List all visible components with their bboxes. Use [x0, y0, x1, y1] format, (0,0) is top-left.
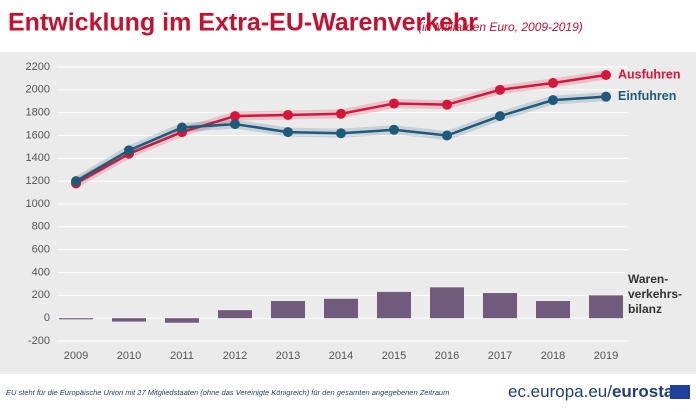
- bar: [589, 295, 623, 319]
- point: [230, 111, 240, 122]
- bar: [59, 318, 93, 320]
- point: [495, 84, 505, 95]
- bar: [483, 293, 517, 319]
- legend-label: Einfuhren: [618, 89, 676, 103]
- source-brand: eurostat: [612, 382, 679, 401]
- y-tick-label: 1600: [26, 129, 50, 141]
- x-tick-label: 2018: [541, 350, 565, 362]
- y-tick-label: 1800: [26, 107, 50, 119]
- point: [230, 119, 240, 130]
- x-tick-label: 2019: [594, 350, 618, 362]
- x-tick-label: 2017: [488, 350, 512, 362]
- point: [124, 145, 134, 156]
- x-tick-label: 2015: [382, 350, 406, 362]
- bar: [271, 301, 305, 319]
- point: [283, 109, 293, 120]
- y-tick-label: 400: [32, 266, 50, 278]
- legend-line: Waren-: [628, 272, 668, 286]
- point: [548, 95, 558, 106]
- eu-flag: [670, 385, 690, 399]
- y-tick-label: 600: [32, 244, 50, 256]
- y-tick-label: -200: [28, 335, 50, 347]
- point: [177, 122, 187, 133]
- chart-title: Entwicklung im Extra-EU-Warenverkehr: [8, 9, 478, 37]
- point: [336, 108, 346, 119]
- point: [389, 124, 399, 135]
- x-tick-label: 2013: [276, 350, 300, 362]
- source-domain: ec.europa.eu/: [508, 382, 612, 401]
- footnote: EU steht für die Europäische Union mit 2…: [6, 388, 449, 397]
- point: [336, 128, 346, 139]
- bar: [165, 318, 199, 323]
- legend-line: verkehrs-: [628, 287, 682, 301]
- point: [601, 91, 611, 102]
- legend-line: bilanz: [628, 302, 662, 316]
- y-tick-label: 2000: [26, 84, 50, 96]
- x-tick-label: 2016: [435, 350, 459, 362]
- y-tick-label: 800: [32, 221, 50, 233]
- source: ec.europa.eu/eurostat: [508, 382, 679, 401]
- point: [389, 98, 399, 109]
- y-tick-label: 1200: [26, 175, 50, 187]
- y-tick-label: 1400: [26, 152, 50, 164]
- x-tick-label: 2014: [329, 350, 353, 362]
- y-tick-label: 1000: [26, 198, 50, 210]
- bar: [430, 287, 464, 319]
- bar: [324, 298, 358, 319]
- x-tick-label: 2010: [117, 350, 141, 362]
- x-tick-label: 2011: [170, 350, 194, 362]
- bar: [112, 318, 146, 322]
- legend-label: Waren-verkehrs-bilanz: [628, 272, 682, 316]
- point: [548, 77, 558, 88]
- legend-label: Ausfuhren: [618, 67, 681, 81]
- point: [442, 130, 452, 141]
- y-tick-label: 200: [32, 289, 50, 301]
- point: [495, 111, 505, 122]
- point: [71, 176, 81, 187]
- chart-subtitle: (in Milliarden Euro, 2009-2019): [418, 20, 583, 34]
- bar: [377, 291, 411, 319]
- point: [442, 99, 452, 110]
- x-tick-label: 2012: [223, 350, 247, 362]
- point: [601, 69, 611, 80]
- bar: [218, 310, 252, 319]
- bar: [536, 301, 570, 319]
- y-tick-label: 0: [44, 312, 50, 324]
- y-tick-label: 2200: [26, 61, 50, 73]
- x-tick-label: 2009: [64, 350, 88, 362]
- point: [283, 127, 293, 138]
